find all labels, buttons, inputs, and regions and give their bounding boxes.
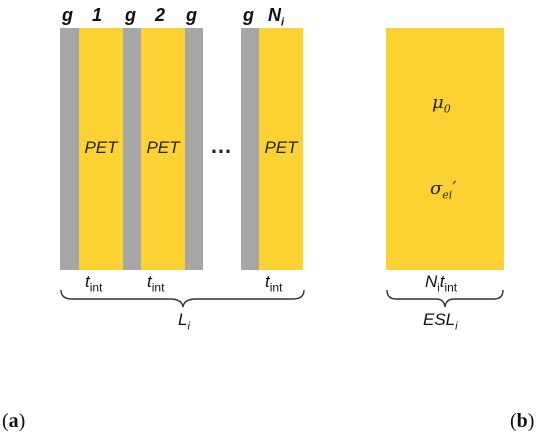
- thickness-brace-b: [386, 290, 504, 308]
- equivalent-single-layer: [386, 28, 504, 270]
- ellipsis: …: [210, 133, 233, 158]
- air-gap-2: [123, 28, 141, 270]
- thickness-label-n: tint: [265, 272, 283, 295]
- air-gap-1: [60, 28, 79, 270]
- pet-layer-n: [259, 28, 303, 270]
- permeability-symbol: μ0: [432, 92, 451, 116]
- pet-label-1: PET: [84, 138, 118, 157]
- gap-label-3: g: [186, 5, 197, 25]
- air-gap-n: [241, 28, 259, 270]
- total-thickness-label: Li: [178, 310, 190, 333]
- panel-a-caption: (a): [2, 410, 26, 432]
- thickness-label-1: tint: [85, 272, 103, 295]
- pet-label-n: PET: [264, 138, 298, 157]
- gap-label-1: g: [62, 5, 73, 25]
- gap-label-n: g: [243, 5, 254, 25]
- esl-label: ESLi: [423, 310, 458, 333]
- layer-number-n: Ni: [268, 5, 285, 29]
- pet-layer-2: [141, 28, 185, 270]
- thickness-label-2: tint: [147, 272, 165, 295]
- layer-number-1: 1: [92, 5, 103, 25]
- panel-b-caption: (b): [510, 410, 535, 432]
- pet-label-2: PET: [146, 138, 180, 157]
- air-gap-3: [185, 28, 203, 270]
- layer-number-2: 2: [155, 5, 166, 25]
- gap-label-2: g: [125, 5, 136, 25]
- pet-layer-1: [79, 28, 123, 270]
- equivalent-thickness-label: Nitint: [425, 272, 458, 295]
- conductivity-symbol: σei′: [430, 178, 457, 202]
- thickness-brace-a: [60, 290, 305, 308]
